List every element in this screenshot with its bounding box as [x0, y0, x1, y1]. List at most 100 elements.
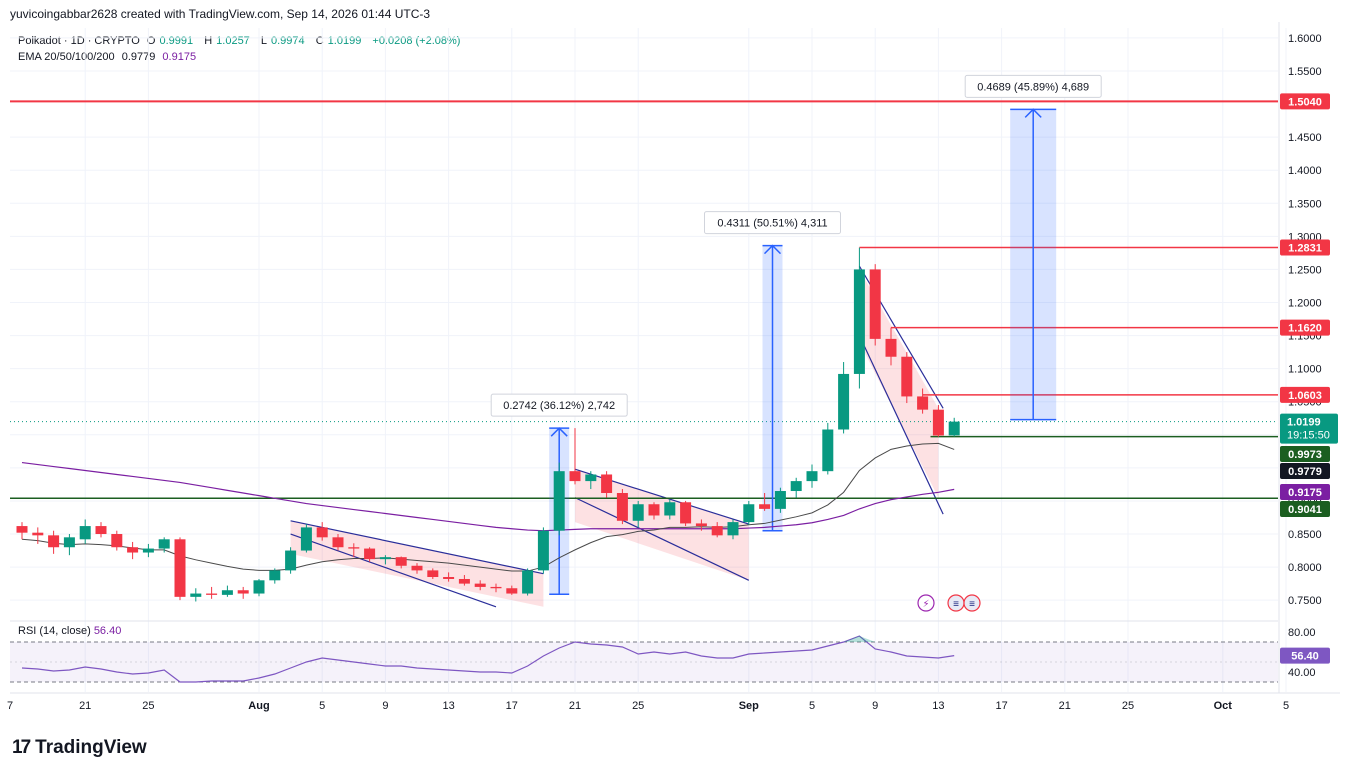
candle-body — [142, 548, 154, 553]
channel-line — [290, 520, 544, 575]
time-tick-label: Aug — [248, 700, 269, 712]
current-price-tag — [1280, 413, 1338, 444]
candle-body — [111, 534, 123, 548]
flag-icon-glyph: ≡ — [953, 599, 959, 610]
candle-body — [174, 539, 186, 597]
ema-legend[interactable]: EMA 20/50/100/200 0.9779 0.9175 — [18, 51, 200, 63]
price-tag-label: 0.9175 — [1288, 487, 1322, 499]
candle-body — [838, 373, 850, 430]
candle-body — [253, 580, 265, 594]
price-tick-label: 1.4500 — [1288, 132, 1322, 144]
measure-label-box — [964, 74, 1102, 98]
candle-body — [127, 547, 139, 553]
price-tag-label: 0.9973 — [1288, 449, 1322, 461]
candle-body — [616, 493, 628, 521]
price-tag-label: 0.9041 — [1288, 504, 1322, 516]
price-tag — [1280, 446, 1330, 462]
price-tick-label: 1.4000 — [1288, 165, 1322, 177]
time-tick-label: Oct — [1214, 700, 1233, 712]
price-tick-label: 1.2500 — [1288, 264, 1322, 276]
time-tick-label: 25 — [142, 700, 154, 712]
candle-body — [822, 429, 834, 472]
candle-body — [300, 527, 312, 551]
candle-body — [395, 557, 407, 566]
measure-label: 0.4689 (45.89%) 4,689 — [977, 81, 1089, 93]
candle-body — [79, 526, 91, 540]
chart-header: yuvicoingabbar2628 created with TradingV… — [10, 7, 431, 21]
lightning-event-icon — [917, 594, 935, 612]
price-tag-label: 1.1620 — [1288, 323, 1322, 335]
candle-body — [348, 547, 360, 549]
measure-arrowhead — [763, 244, 782, 255]
current-price-label: 1.0199 — [1287, 417, 1321, 429]
time-tick-label: 21 — [569, 700, 581, 712]
candle-body — [885, 338, 897, 357]
price-tick-label: 1.3500 — [1288, 198, 1322, 210]
candle-body — [774, 491, 786, 509]
time-tick-label: 9 — [872, 700, 878, 712]
candle-body — [727, 522, 739, 536]
candle-body — [221, 590, 233, 595]
candle-body — [237, 590, 249, 594]
tradingview-logo[interactable]: 17 TradingView — [12, 737, 147, 759]
candle-body — [16, 526, 28, 533]
rsi-value: 56.40 — [93, 625, 122, 637]
candle-body — [474, 583, 486, 587]
candle-body — [522, 570, 534, 594]
rsi-tag-label: 56.40 — [1291, 651, 1319, 663]
time-tick-label: 25 — [632, 700, 644, 712]
candle-body — [601, 474, 613, 494]
candle-body — [759, 504, 771, 509]
price-tick-label: 1.6000 — [1288, 33, 1322, 45]
candle-body — [569, 471, 581, 482]
ema-short-value: 0.9779 — [121, 51, 156, 63]
tradingview-logo-icon: 17 — [12, 737, 31, 758]
rsi-line — [21, 635, 955, 683]
lightning-icon-glyph: ⚡ — [922, 599, 929, 610]
candle-body — [332, 537, 344, 548]
price-tick-label: 1.5500 — [1288, 66, 1322, 78]
candle-body — [285, 550, 297, 571]
price-tick-label: 1.2000 — [1288, 298, 1322, 310]
rsi-legend[interactable]: RSI (14, close) 56.40 — [18, 625, 121, 637]
candle-body — [901, 356, 913, 397]
price-tag-label: 1.2831 — [1288, 243, 1322, 255]
measure-label-box — [704, 211, 841, 235]
time-tick-label: 25 — [1122, 700, 1134, 712]
time-tick-label: 5 — [809, 700, 815, 712]
channel-line — [858, 335, 944, 515]
candle-body — [443, 577, 455, 579]
candle-body — [632, 504, 644, 521]
channel-line — [290, 533, 497, 608]
price-tag — [1280, 239, 1330, 256]
measure-arrowhead — [550, 427, 568, 437]
price-tag-label: 0.9779 — [1288, 466, 1322, 478]
candle-body — [743, 504, 755, 523]
candle-body — [490, 586, 502, 589]
ema-long-line — [21, 461, 955, 532]
measure-arrowhead — [1024, 108, 1042, 118]
rsi-label[interactable]: RSI (14, close) — [18, 625, 91, 637]
time-tick-label: 9 — [382, 700, 388, 712]
price-tag — [1280, 463, 1330, 479]
time-tick-label: 7 — [7, 700, 13, 712]
candle-body — [316, 527, 328, 538]
ema-long-value: 0.9175 — [162, 51, 197, 63]
candle-body — [48, 535, 60, 548]
candle-body — [158, 539, 170, 549]
ema-label[interactable]: EMA 20/50/100/200 — [18, 51, 115, 63]
candle-body — [379, 557, 391, 560]
candle-body — [206, 593, 218, 595]
candle-body — [648, 504, 660, 516]
price-tag — [1280, 501, 1330, 517]
rsi-overbought-fill — [843, 636, 876, 642]
candle-body — [585, 474, 597, 482]
measure-label: 0.2742 (36.12%) 2,742 — [503, 400, 615, 412]
candle-body — [869, 269, 881, 339]
candle-body — [537, 530, 549, 571]
time-tick-label: 17 — [995, 700, 1007, 712]
price-tick-label: 0.7500 — [1288, 595, 1322, 607]
candle-body — [806, 471, 818, 482]
candle-body — [411, 565, 423, 571]
